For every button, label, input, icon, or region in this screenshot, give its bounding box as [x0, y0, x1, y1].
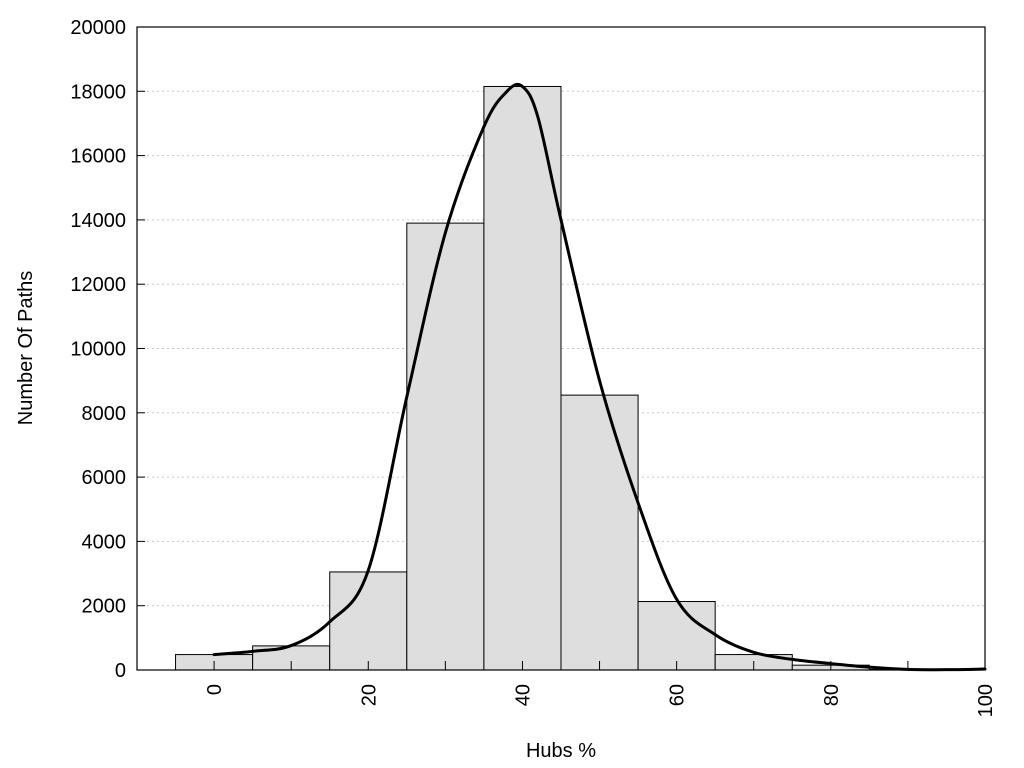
y-tick-label: 20000: [70, 17, 126, 39]
ticks-layer: 0 2000 4000 6000 8000 10000 12000 14000 16000 180…: [70, 17, 997, 717]
x-tick-label: 40: [512, 684, 534, 706]
x-tick-label: 60: [667, 684, 689, 706]
x-axis-title: Hubs %: [526, 740, 596, 762]
bars-layer: [175, 85, 947, 671]
curve-layer: [212, 82, 987, 672]
grid-layer: [137, 90, 985, 607]
x-tick-label: 20: [358, 684, 380, 706]
y-tick-label: 6000: [82, 467, 127, 489]
y-tick-label: 18000: [70, 81, 126, 103]
density-curve: [212, 82, 987, 672]
y-tick-label: 4000: [82, 531, 127, 553]
histogram-bar: [329, 571, 408, 671]
y-axis-title: Number Of Paths: [15, 271, 37, 426]
histogram-bar: [406, 222, 485, 671]
y-tick-label: 2000: [82, 596, 127, 618]
y-tick-label: 0: [115, 660, 126, 682]
y-tick-label: 16000: [70, 146, 126, 168]
y-tick-label: 12000: [70, 274, 126, 296]
x-tick-label: 100: [975, 684, 997, 717]
x-tick-label: 80: [821, 684, 843, 706]
y-tick-label: 14000: [70, 210, 126, 232]
x-tick-label: 0: [204, 684, 226, 695]
y-tick-label: 8000: [82, 403, 127, 425]
histogram-bar: [637, 601, 716, 671]
y-tick-label: 10000: [70, 339, 126, 361]
histogram-bar: [560, 394, 639, 671]
